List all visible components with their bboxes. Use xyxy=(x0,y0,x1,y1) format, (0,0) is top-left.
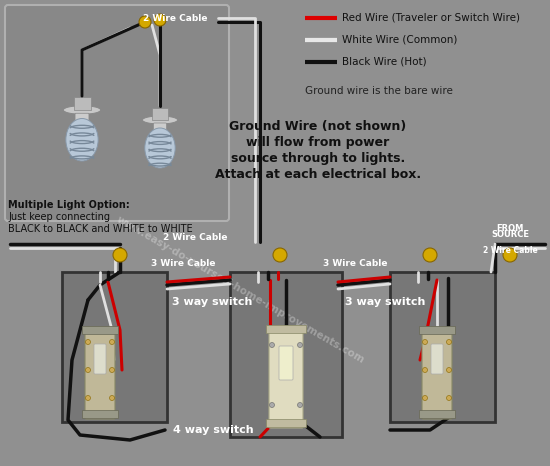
Circle shape xyxy=(422,396,427,400)
Circle shape xyxy=(154,14,166,26)
Text: Just keep connecting: Just keep connecting xyxy=(8,212,110,222)
Circle shape xyxy=(298,343,302,348)
Bar xyxy=(152,108,168,120)
Ellipse shape xyxy=(142,116,178,124)
Text: Ground wire is the bare wire: Ground wire is the bare wire xyxy=(305,86,453,96)
Bar xyxy=(419,410,455,418)
Bar xyxy=(82,326,118,334)
Bar xyxy=(74,97,91,110)
Text: 3 Wire Cable: 3 Wire Cable xyxy=(151,259,215,267)
Text: Ground Wire (not shown): Ground Wire (not shown) xyxy=(229,120,406,133)
Text: BLACK to BLACK and WHITE to WHITE: BLACK to BLACK and WHITE to WHITE xyxy=(8,224,192,234)
FancyBboxPatch shape xyxy=(269,326,303,428)
Text: 4 way switch: 4 way switch xyxy=(173,425,254,435)
FancyBboxPatch shape xyxy=(431,344,443,374)
Text: 3 way switch: 3 way switch xyxy=(345,297,425,307)
FancyBboxPatch shape xyxy=(5,5,229,221)
Text: FROM: FROM xyxy=(496,224,524,233)
Circle shape xyxy=(447,396,452,400)
Text: 3 way switch: 3 way switch xyxy=(172,297,252,307)
FancyBboxPatch shape xyxy=(230,272,342,437)
FancyBboxPatch shape xyxy=(85,327,115,419)
Circle shape xyxy=(85,368,91,372)
Ellipse shape xyxy=(145,128,175,168)
Bar xyxy=(82,410,118,418)
Circle shape xyxy=(273,248,287,262)
Text: will flow from power: will flow from power xyxy=(246,136,389,149)
FancyBboxPatch shape xyxy=(62,272,167,422)
Circle shape xyxy=(270,403,274,407)
Text: Red Wire (Traveler or Switch Wire): Red Wire (Traveler or Switch Wire) xyxy=(342,13,520,23)
Bar xyxy=(419,326,455,334)
Circle shape xyxy=(139,16,151,28)
FancyBboxPatch shape xyxy=(75,113,89,125)
Ellipse shape xyxy=(66,118,98,161)
Circle shape xyxy=(422,368,427,372)
Circle shape xyxy=(85,340,91,344)
FancyBboxPatch shape xyxy=(390,272,495,422)
FancyBboxPatch shape xyxy=(153,123,167,135)
Text: 2 Wire Cable: 2 Wire Cable xyxy=(483,246,537,255)
Circle shape xyxy=(447,340,452,344)
Text: source through to lights.: source through to lights. xyxy=(231,152,405,165)
Circle shape xyxy=(113,248,127,262)
Circle shape xyxy=(109,340,114,344)
FancyBboxPatch shape xyxy=(279,346,293,380)
Circle shape xyxy=(447,368,452,372)
Circle shape xyxy=(423,248,437,262)
Bar xyxy=(266,419,306,427)
FancyBboxPatch shape xyxy=(422,327,452,419)
Bar xyxy=(266,325,306,333)
Circle shape xyxy=(270,343,274,348)
Text: Multiple Light Option:: Multiple Light Option: xyxy=(8,200,130,210)
Circle shape xyxy=(109,368,114,372)
Text: White Wire (Common): White Wire (Common) xyxy=(342,35,458,45)
Text: Black Wire (Hot): Black Wire (Hot) xyxy=(342,57,427,67)
Text: 3 Wire Cable: 3 Wire Cable xyxy=(323,259,387,267)
Circle shape xyxy=(422,340,427,344)
Text: 2 Wire Cable: 2 Wire Cable xyxy=(143,14,207,23)
FancyBboxPatch shape xyxy=(94,344,106,374)
Circle shape xyxy=(109,396,114,400)
Text: 2 Wire Cable: 2 Wire Cable xyxy=(163,233,227,241)
Ellipse shape xyxy=(63,106,101,114)
Text: www.easy-do-yourself-home-improvements.com: www.easy-do-yourself-home-improvements.c… xyxy=(114,214,366,365)
Circle shape xyxy=(298,403,302,407)
Text: SOURCE: SOURCE xyxy=(491,230,529,239)
Circle shape xyxy=(85,396,91,400)
Circle shape xyxy=(503,248,517,262)
Text: Attach at each electrical box.: Attach at each electrical box. xyxy=(215,168,421,181)
